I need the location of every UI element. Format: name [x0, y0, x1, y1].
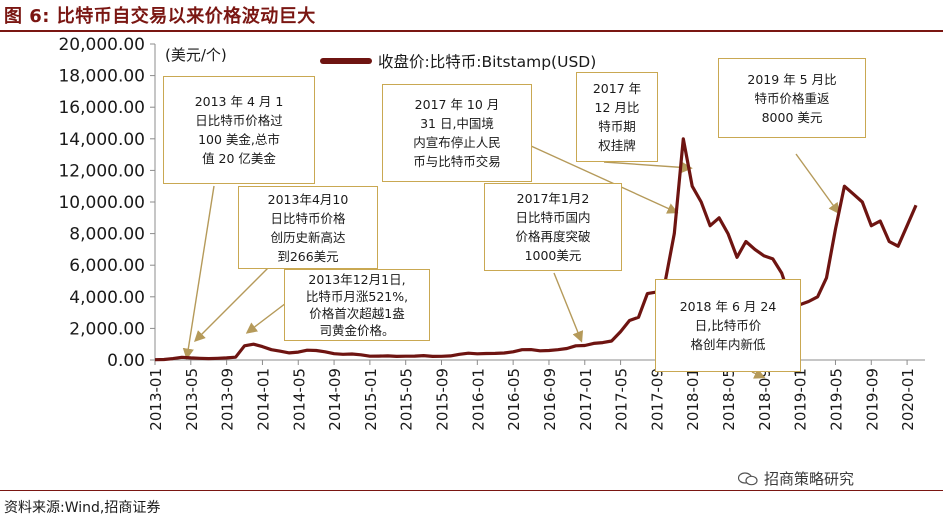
x-tick-label: 2019-09 [863, 368, 881, 431]
x-tick-label: 2015-09 [434, 368, 452, 431]
x-tick-label: 2018-01 [684, 368, 702, 431]
x-tick-label: 2017-09 [648, 368, 666, 431]
annotation-arrow [603, 161, 693, 174]
annotation-2013-apr-1: 2013 年 4 月 1 日比特币价格过 100 美金,总市 值 20 亿美金 [163, 76, 315, 184]
annotation-2013-apr-10: 2013年4月10 日比特币价格 创历史新高达 到266美元 [238, 186, 378, 269]
y-tick-label: 14,000.00 [58, 130, 145, 150]
annotation-arrows [182, 145, 840, 379]
y-tick-label: 4,000.00 [69, 288, 145, 308]
y-tick-label: 0.00 [107, 351, 145, 371]
annotation-arrow [182, 185, 215, 360]
y-tick-label: 16,000.00 [58, 98, 145, 118]
x-tick-label: 2019-01 [792, 368, 810, 431]
x-tick-label: 2018-09 [756, 368, 774, 431]
y-tick-label: 2,000.00 [69, 319, 145, 339]
price-line-chart: 0.00 2,000.00 4,000.00 6,000.00 8,000.00 10,0… [58, 35, 925, 431]
annotation-arrow [795, 153, 840, 215]
x-tick-label: 2014-01 [254, 368, 272, 431]
x-tick-label: 2015-01 [362, 368, 380, 431]
unit-label: (美元/个) [165, 46, 227, 64]
watermark-text: 招商策略研究 [764, 470, 855, 488]
y-tick-label: 10,000.00 [58, 193, 145, 213]
x-tick-label: 2017-05 [613, 368, 631, 431]
x-tick-label: 2020-01 [899, 368, 917, 431]
watermark: 招商策略研究 [738, 468, 854, 489]
x-tick-label: 2018-05 [720, 368, 738, 431]
axes: 0.00 2,000.00 4,000.00 6,000.00 8,000.00 10,0… [58, 35, 925, 431]
wechat-icon [738, 471, 758, 485]
x-tick-label: 2016-09 [541, 368, 559, 431]
x-tick-label: 2013-01 [147, 368, 165, 431]
annotation-2017-jan-2: 2017年1月2 日比特币国内 价格再度突破 1000美元 [484, 183, 622, 271]
x-tick-label: 2019-05 [827, 368, 845, 431]
x-tick-label: 2016-05 [505, 368, 523, 431]
annotation-2017-dec: 2017 年 12 月比 特币期 权挂牌 [576, 72, 658, 162]
x-tick-label: 2014-05 [290, 368, 308, 431]
y-tick-label: 12,000.00 [58, 161, 145, 181]
source-divider [0, 490, 943, 491]
y-tick-label: 20,000.00 [58, 35, 145, 55]
annotation-arrow [751, 368, 766, 379]
x-tick-label: 2014-09 [326, 368, 344, 431]
x-tick-label: 2013-05 [183, 368, 201, 431]
x-tick-label: 2017-01 [577, 368, 595, 431]
annotation-2019-may: 2019 年 5 月比 特币价格重返 8000 美元 [718, 58, 866, 138]
y-tick-label: 6,000.00 [69, 256, 145, 276]
title-divider [0, 30, 943, 32]
annotation-2013-dec-1: 2013年12月1日, 比特币月涨521%, 价格首次超越1盎 司黄金价格。 [284, 269, 430, 341]
annotation-arrow [530, 145, 679, 214]
legend-swatch [320, 58, 372, 64]
x-tick-label: 2016-01 [469, 368, 487, 431]
annotation-arrow [245, 299, 291, 334]
source-note: 资料来源:Wind,招商证券 [4, 500, 161, 516]
annotation-arrow [553, 272, 584, 343]
legend-label: 收盘价:比特币:Bitstamp(USD) [378, 53, 597, 71]
annotation-2018-jun-24: 2018 年 6 月 24 日,比特币价 格创年内新低 [655, 279, 801, 372]
x-tick-label: 2013-09 [219, 368, 237, 431]
x-tick-label: 2015-05 [398, 368, 416, 431]
y-tick-label: 18,000.00 [58, 67, 145, 87]
figure-title: 图 6: 比特币自交易以来价格波动巨大 [4, 6, 316, 27]
annotation-2017-oct-31: 2017 年 10 月 31 日,中国境 内宣布停止人民 币与比特币交易 [382, 84, 532, 182]
annotation-arrow [194, 267, 269, 342]
chart-legend: 收盘价:比特币:Bitstamp(USD) [320, 50, 596, 72]
y-tick-label: 8,000.00 [69, 225, 145, 245]
